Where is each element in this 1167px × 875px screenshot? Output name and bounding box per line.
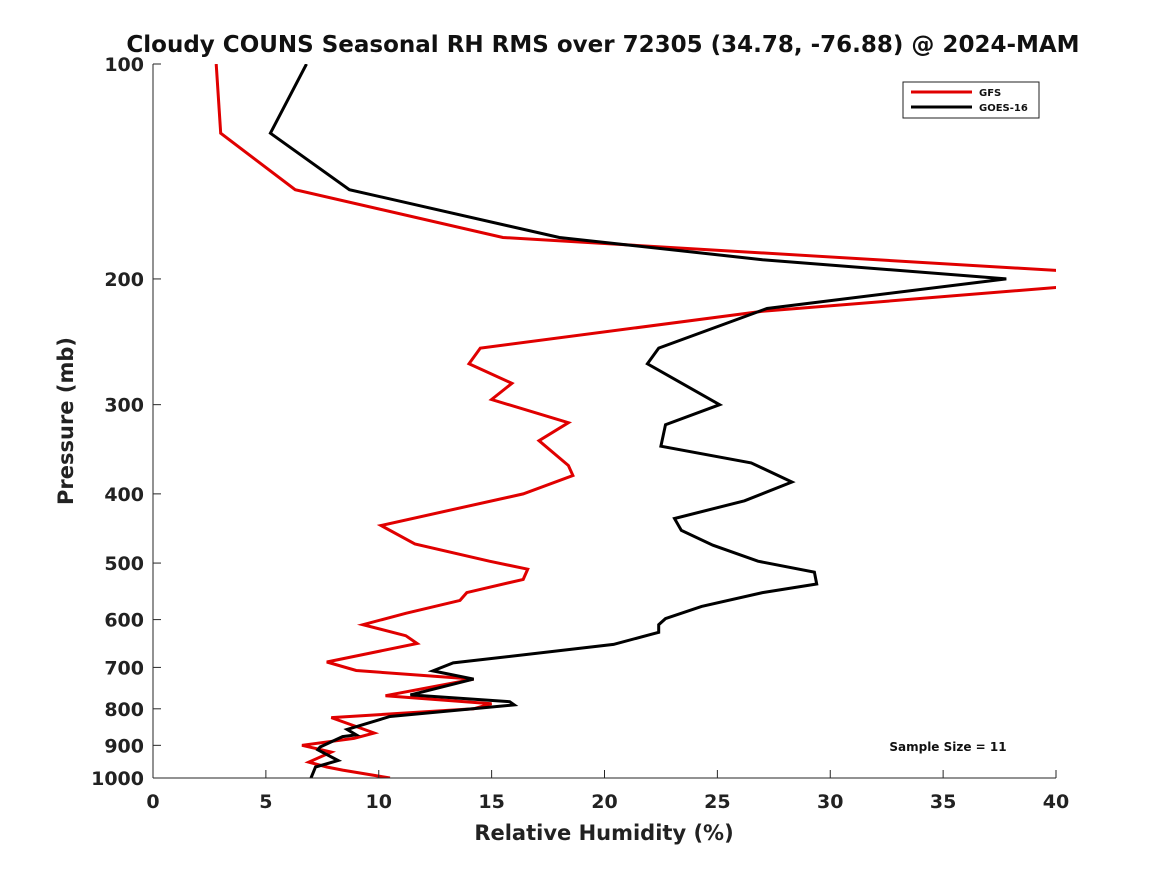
series-line-goes16 <box>268 64 1007 778</box>
x-tick-label: 30 <box>817 791 843 813</box>
y-tick-label: 600 <box>104 610 144 632</box>
x-tick-label: 0 <box>146 791 159 813</box>
y-tick-label: 400 <box>104 484 144 506</box>
x-tick-label: 10 <box>366 791 392 813</box>
x-tick-label: 5 <box>259 791 272 813</box>
x-tick-label: 15 <box>478 791 504 813</box>
y-tick-label: 900 <box>104 735 144 757</box>
y-tick-label: 1000 <box>91 768 144 790</box>
series-line-gfs <box>214 64 1056 778</box>
x-tick-label: 35 <box>930 791 956 813</box>
y-tick-label: 800 <box>104 699 144 721</box>
sample-size-annotation: Sample Size = 11 <box>889 740 1006 754</box>
y-tick-label: 500 <box>104 553 144 575</box>
y-tick-label: 700 <box>104 657 144 679</box>
x-tick-label: 20 <box>591 791 617 813</box>
legend-entry-gfs: GFS <box>979 88 1001 99</box>
chart-title: Cloudy COUNS Seasonal RH RMS over 72305 … <box>126 32 1079 58</box>
x-tick-label: 25 <box>704 791 730 813</box>
legend-box <box>902 81 1040 119</box>
legend-entry-goes16: GOES-16 <box>979 103 1028 114</box>
y-tick-label: 300 <box>104 395 144 417</box>
y-axis-label: Pressure (mb) <box>54 337 78 505</box>
x-tick-label: 40 <box>1043 791 1069 813</box>
y-tick-label: 200 <box>104 269 144 291</box>
y-tick-label: 100 <box>104 54 144 76</box>
x-axis-label: Relative Humidity (%) <box>474 821 733 845</box>
legend: GFS GOES-16 <box>902 81 1040 119</box>
